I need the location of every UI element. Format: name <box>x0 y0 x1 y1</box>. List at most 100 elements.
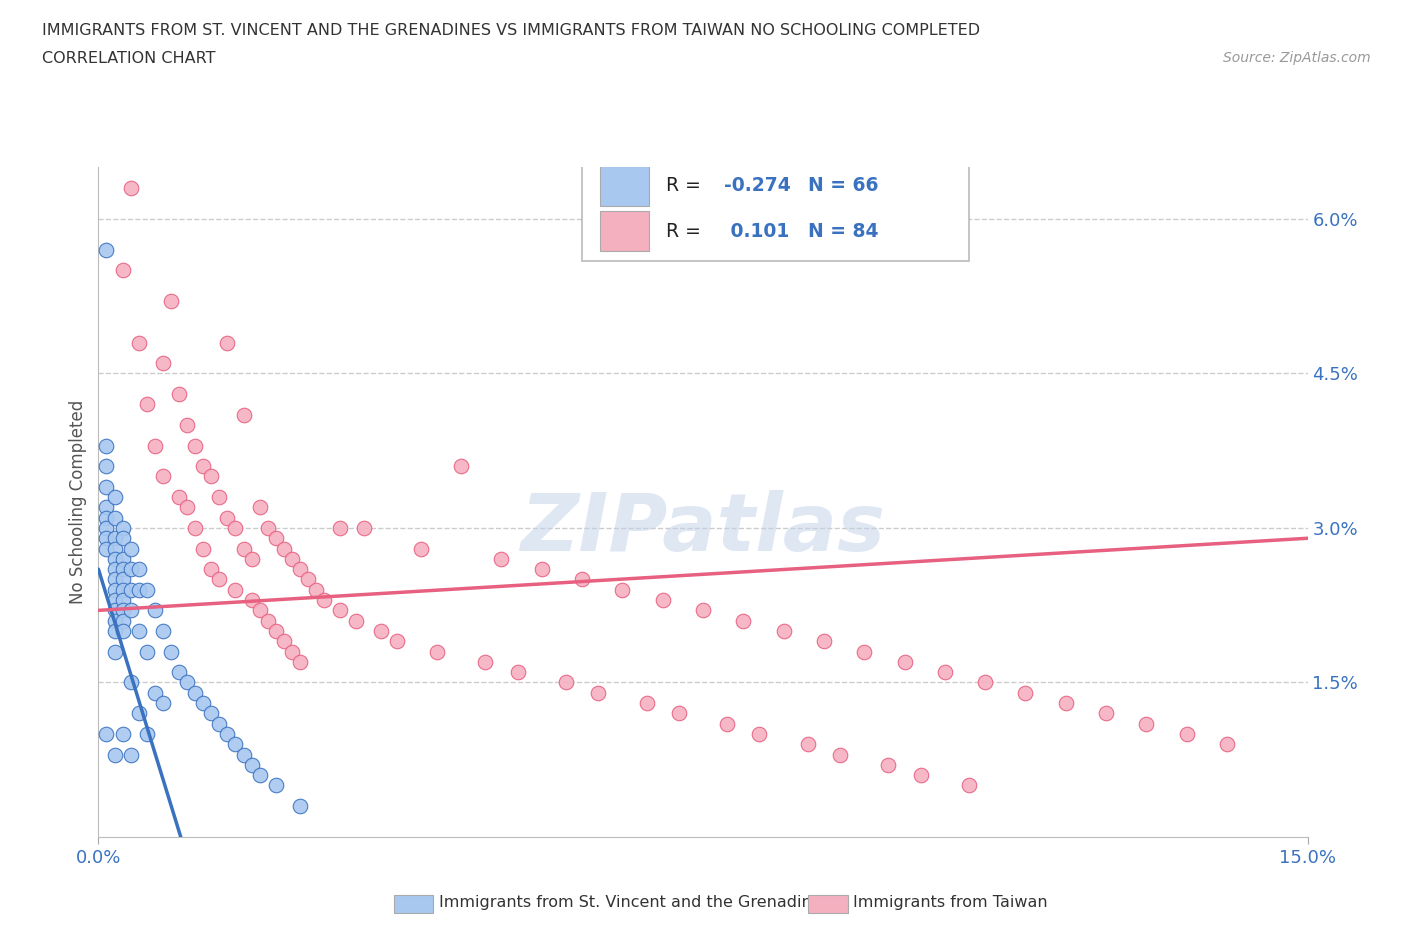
Point <box>240 551 263 566</box>
Point <box>184 521 207 536</box>
Point <box>128 623 150 638</box>
Point <box>184 685 207 700</box>
Point <box>103 592 125 607</box>
Point <box>120 747 142 762</box>
Point <box>96 479 118 494</box>
Point <box>96 521 118 536</box>
Point <box>103 747 125 762</box>
Point <box>288 799 311 814</box>
Point <box>828 747 851 762</box>
Point <box>249 603 271 618</box>
Point <box>353 521 375 536</box>
Point <box>128 706 150 721</box>
Point <box>217 335 239 350</box>
FancyBboxPatch shape <box>582 157 969 261</box>
Point <box>193 696 215 711</box>
Point <box>668 706 690 721</box>
Point <box>103 644 125 659</box>
Point <box>1095 706 1118 721</box>
Point <box>111 521 134 536</box>
Point <box>111 531 134 546</box>
Point <box>128 335 150 350</box>
Point <box>103 511 125 525</box>
Point <box>217 726 239 741</box>
Point <box>96 541 118 556</box>
Point <box>370 623 392 638</box>
Point <box>160 294 183 309</box>
Point <box>264 623 287 638</box>
Point <box>111 592 134 607</box>
Point <box>273 634 295 649</box>
Point <box>273 541 295 556</box>
Point <box>200 706 222 721</box>
Point <box>957 778 980 793</box>
Point <box>208 572 231 587</box>
Text: CORRELATION CHART: CORRELATION CHART <box>42 51 215 66</box>
Point <box>152 355 174 370</box>
Point <box>813 634 835 649</box>
Point <box>288 655 311 670</box>
Point <box>111 623 134 638</box>
Point <box>120 603 142 618</box>
Point <box>450 458 472 473</box>
Point <box>111 263 134 278</box>
Text: -0.274: -0.274 <box>724 176 790 195</box>
Point <box>103 562 125 577</box>
Point <box>426 644 449 659</box>
Point <box>193 541 215 556</box>
Point <box>217 511 239 525</box>
Point <box>281 551 304 566</box>
Text: IMMIGRANTS FROM ST. VINCENT AND THE GRENADINES VS IMMIGRANTS FROM TAIWAN NO SCHO: IMMIGRANTS FROM ST. VINCENT AND THE GREN… <box>42 23 980 38</box>
Point <box>167 665 190 680</box>
Point <box>111 603 134 618</box>
Point <box>733 613 755 628</box>
Point <box>96 726 118 741</box>
Text: Immigrants from St. Vincent and the Grenadines: Immigrants from St. Vincent and the Gren… <box>439 895 830 910</box>
Point <box>974 675 997 690</box>
Point <box>111 726 134 741</box>
Point <box>329 603 352 618</box>
Point <box>1014 685 1036 700</box>
Point <box>1054 696 1077 711</box>
Point <box>224 582 246 597</box>
Point <box>103 603 125 618</box>
Point <box>135 644 157 659</box>
Point <box>281 644 304 659</box>
Point <box>385 634 408 649</box>
Point <box>103 623 125 638</box>
Point <box>160 644 183 659</box>
Y-axis label: No Schooling Completed: No Schooling Completed <box>69 400 87 604</box>
Point <box>256 521 278 536</box>
Point <box>167 387 190 402</box>
Point <box>103 541 125 556</box>
Point <box>152 469 174 484</box>
Point <box>264 778 287 793</box>
Text: R =: R = <box>665 176 706 195</box>
Point <box>184 438 207 453</box>
Point <box>111 572 134 587</box>
Point <box>135 582 157 597</box>
Text: R =: R = <box>665 221 706 241</box>
Text: Immigrants from Taiwan: Immigrants from Taiwan <box>853 895 1047 910</box>
Point <box>111 613 134 628</box>
Point <box>120 562 142 577</box>
Point <box>120 582 142 597</box>
Point <box>224 521 246 536</box>
Point <box>224 737 246 751</box>
Point <box>409 541 432 556</box>
Point <box>232 747 254 762</box>
Text: Source: ZipAtlas.com: Source: ZipAtlas.com <box>1223 51 1371 65</box>
Point <box>240 592 263 607</box>
Point <box>200 469 222 484</box>
Point <box>256 613 278 628</box>
Point <box>651 592 673 607</box>
Text: N = 84: N = 84 <box>808 221 879 241</box>
Point <box>934 665 956 680</box>
Point <box>176 675 198 690</box>
Point <box>176 418 198 432</box>
Point <box>135 726 157 741</box>
Point <box>474 655 496 670</box>
Point <box>135 397 157 412</box>
Point <box>103 551 125 566</box>
Point <box>249 768 271 783</box>
